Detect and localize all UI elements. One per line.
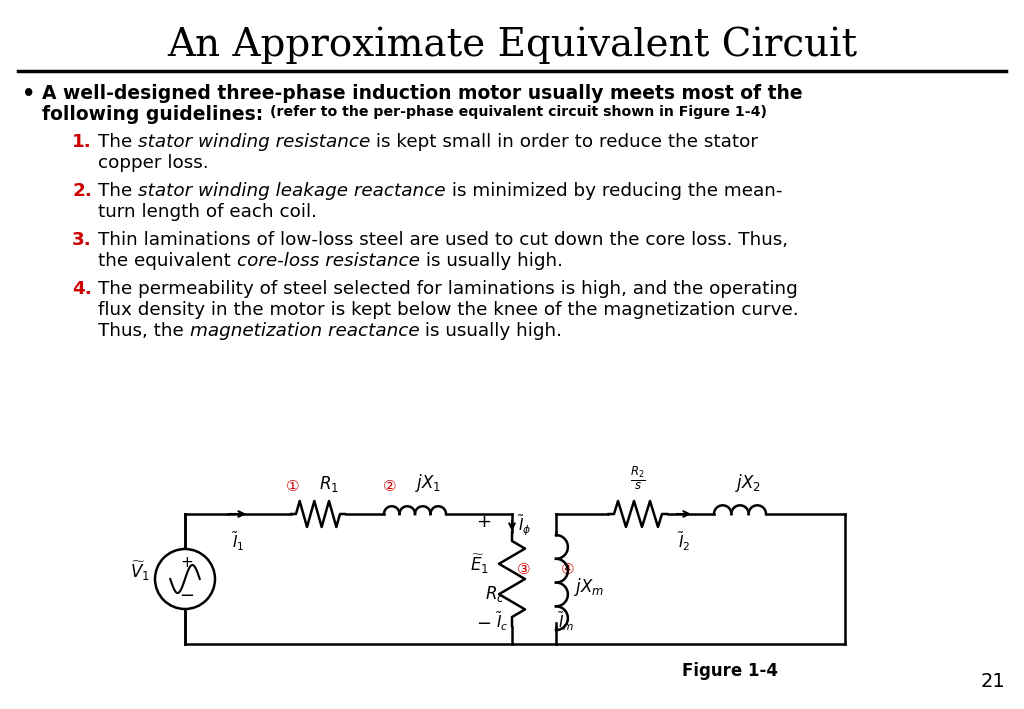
- Text: (refer to the per-phase equivalent circuit shown in Figure 1-4): (refer to the per-phase equivalent circu…: [270, 105, 767, 119]
- Text: magnetization reactance: magnetization reactance: [189, 322, 419, 340]
- Text: $\widetilde{I}_1$: $\widetilde{I}_1$: [231, 530, 244, 552]
- Text: A well-designed three-phase induction motor usually meets most of the: A well-designed three-phase induction mo…: [42, 84, 803, 103]
- Text: turn length of each coil.: turn length of each coil.: [98, 203, 317, 221]
- Text: An Approximate Equivalent Circuit: An Approximate Equivalent Circuit: [167, 27, 857, 65]
- Text: ④: ④: [561, 562, 574, 576]
- Text: ①: ①: [286, 479, 300, 494]
- Text: Thin laminations of low-loss steel are used to cut down the core loss. Thus,: Thin laminations of low-loss steel are u…: [98, 231, 788, 249]
- Text: $jX_2$: $jX_2$: [735, 472, 761, 494]
- Text: is usually high.: is usually high.: [420, 252, 562, 270]
- Text: 2.: 2.: [72, 182, 92, 200]
- Text: $R_c$: $R_c$: [485, 584, 505, 604]
- Text: is usually high.: is usually high.: [419, 322, 562, 340]
- Text: $\widetilde{I}_c$: $\widetilde{I}_c$: [496, 610, 508, 633]
- Text: 21: 21: [980, 672, 1005, 691]
- Text: The: The: [98, 182, 138, 200]
- Text: The: The: [98, 133, 138, 151]
- Text: $jX_m$: $jX_m$: [574, 576, 604, 598]
- Text: +: +: [476, 513, 492, 531]
- Text: 4.: 4.: [72, 280, 92, 298]
- Text: flux density in the motor is kept below the knee of the magnetization curve.: flux density in the motor is kept below …: [98, 301, 799, 319]
- Text: following guidelines:: following guidelines:: [42, 105, 263, 124]
- Text: is kept small in order to reduce the stator: is kept small in order to reduce the sta…: [371, 133, 759, 151]
- Text: 3.: 3.: [72, 231, 92, 249]
- Text: $jX_1$: $jX_1$: [415, 472, 441, 494]
- Text: $\widetilde{I}_2$: $\widetilde{I}_2$: [678, 530, 690, 552]
- Text: Thus, the: Thus, the: [98, 322, 189, 340]
- Text: $R_1$: $R_1$: [319, 474, 339, 494]
- Text: the equivalent: the equivalent: [98, 252, 237, 270]
- Text: $\widetilde{I}_\phi$: $\widetilde{I}_\phi$: [518, 514, 531, 538]
- Text: Figure 1-4: Figure 1-4: [682, 662, 778, 680]
- Text: $\frac{R_2}{s}$: $\frac{R_2}{s}$: [630, 464, 646, 492]
- Text: −: −: [179, 587, 195, 605]
- Text: •: •: [22, 84, 36, 104]
- Text: $-$: $-$: [476, 613, 492, 631]
- Text: The permeability of steel selected for laminations is high, and the operating: The permeability of steel selected for l…: [98, 280, 798, 298]
- Text: 1.: 1.: [72, 133, 92, 151]
- Text: stator winding resistance: stator winding resistance: [138, 133, 371, 151]
- Text: ②: ②: [383, 479, 397, 494]
- Text: is minimized by reducing the mean-: is minimized by reducing the mean-: [445, 182, 782, 200]
- Text: ③: ③: [517, 562, 530, 576]
- Text: $\widetilde{V}_1$: $\widetilde{V}_1$: [130, 559, 150, 583]
- Text: +: +: [180, 555, 194, 570]
- Text: copper loss.: copper loss.: [98, 154, 209, 172]
- Text: core-loss resistance: core-loss resistance: [237, 252, 420, 270]
- Text: $\widetilde{I}_m$: $\widetilde{I}_m$: [558, 610, 574, 633]
- Text: $\widetilde{E}_1$: $\widetilde{E}_1$: [470, 552, 489, 576]
- Text: stator winding leakage reactance: stator winding leakage reactance: [138, 182, 445, 200]
- Circle shape: [155, 549, 215, 609]
